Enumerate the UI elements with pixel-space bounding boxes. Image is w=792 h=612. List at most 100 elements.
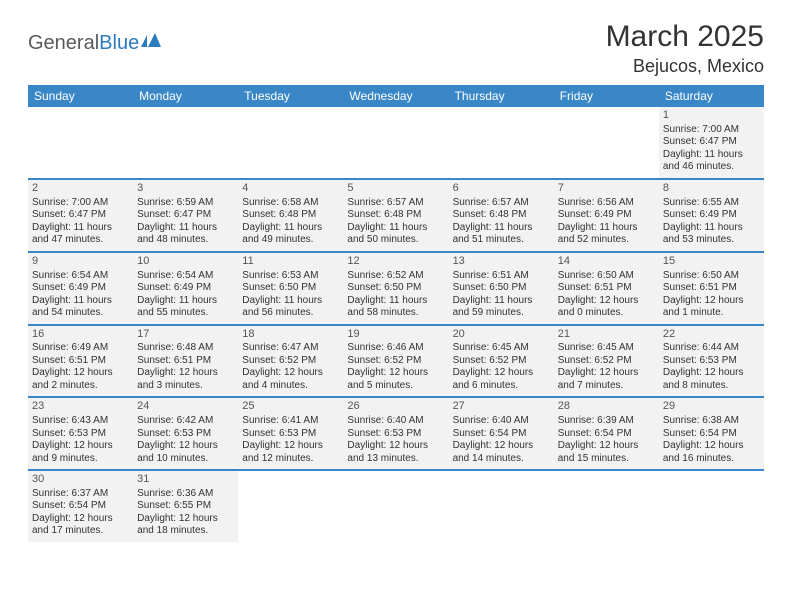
sunrise-line: Sunrise: 6:37 AM	[32, 488, 129, 501]
sunrise-line: Sunrise: 6:58 AM	[242, 197, 339, 210]
day-cell: 15Sunrise: 6:50 AMSunset: 6:51 PMDayligh…	[659, 252, 764, 325]
day-cell	[659, 470, 764, 542]
day-number: 28	[558, 400, 655, 414]
sunset-line: Sunset: 6:51 PM	[32, 355, 129, 368]
dow-saturday: Saturday	[659, 85, 764, 107]
dow-thursday: Thursday	[449, 85, 554, 107]
flag-icon	[141, 33, 163, 54]
sunrise-line: Sunrise: 6:54 AM	[137, 270, 234, 283]
daylight-line: Daylight: 11 hours and 46 minutes.	[663, 149, 760, 174]
day-cell: 8Sunrise: 6:55 AMSunset: 6:49 PMDaylight…	[659, 179, 764, 252]
daylight-line: Daylight: 11 hours and 49 minutes.	[242, 222, 339, 247]
day-cell: 18Sunrise: 6:47 AMSunset: 6:52 PMDayligh…	[238, 325, 343, 398]
dow-wednesday: Wednesday	[343, 85, 448, 107]
day-cell: 21Sunrise: 6:45 AMSunset: 6:52 PMDayligh…	[554, 325, 659, 398]
day-cell: 19Sunrise: 6:46 AMSunset: 6:52 PMDayligh…	[343, 325, 448, 398]
sunset-line: Sunset: 6:54 PM	[32, 500, 129, 513]
day-number: 31	[137, 473, 234, 487]
title-block: March 2025 Bejucos, Mexico	[606, 20, 764, 77]
day-cell: 28Sunrise: 6:39 AMSunset: 6:54 PMDayligh…	[554, 397, 659, 470]
day-cell: 1Sunrise: 7:00 AMSunset: 6:47 PMDaylight…	[659, 107, 764, 179]
daylight-line: Daylight: 11 hours and 47 minutes.	[32, 222, 129, 247]
sunset-line: Sunset: 6:48 PM	[453, 209, 550, 222]
dow-friday: Friday	[554, 85, 659, 107]
sunrise-line: Sunrise: 6:48 AM	[137, 342, 234, 355]
daylight-line: Daylight: 11 hours and 51 minutes.	[453, 222, 550, 247]
daylight-line: Daylight: 12 hours and 0 minutes.	[558, 295, 655, 320]
daylight-line: Daylight: 12 hours and 5 minutes.	[347, 367, 444, 392]
daylight-line: Daylight: 12 hours and 6 minutes.	[453, 367, 550, 392]
daylight-line: Daylight: 11 hours and 52 minutes.	[558, 222, 655, 247]
day-cell: 14Sunrise: 6:50 AMSunset: 6:51 PMDayligh…	[554, 252, 659, 325]
sunrise-line: Sunrise: 7:00 AM	[32, 197, 129, 210]
sunrise-line: Sunrise: 6:57 AM	[453, 197, 550, 210]
daylight-line: Daylight: 11 hours and 50 minutes.	[347, 222, 444, 247]
week-row: 2Sunrise: 7:00 AMSunset: 6:47 PMDaylight…	[28, 179, 764, 252]
calendar-body: 1Sunrise: 7:00 AMSunset: 6:47 PMDaylight…	[28, 107, 764, 542]
sunset-line: Sunset: 6:51 PM	[137, 355, 234, 368]
sunset-line: Sunset: 6:50 PM	[347, 282, 444, 295]
day-cell	[133, 107, 238, 179]
sunset-line: Sunset: 6:49 PM	[558, 209, 655, 222]
calendar-table: Sunday Monday Tuesday Wednesday Thursday…	[28, 85, 764, 542]
day-number: 14	[558, 255, 655, 269]
day-cell: 6Sunrise: 6:57 AMSunset: 6:48 PMDaylight…	[449, 179, 554, 252]
day-number: 19	[347, 328, 444, 342]
daylight-line: Daylight: 12 hours and 17 minutes.	[32, 513, 129, 538]
day-cell	[554, 107, 659, 179]
daylight-line: Daylight: 12 hours and 14 minutes.	[453, 440, 550, 465]
day-cell	[554, 470, 659, 542]
day-number: 16	[32, 328, 129, 342]
day-cell: 31Sunrise: 6:36 AMSunset: 6:55 PMDayligh…	[133, 470, 238, 542]
day-number: 6	[453, 182, 550, 196]
day-number: 2	[32, 182, 129, 196]
sunrise-line: Sunrise: 6:50 AM	[663, 270, 760, 283]
day-number: 10	[137, 255, 234, 269]
sunrise-line: Sunrise: 6:43 AM	[32, 415, 129, 428]
sunrise-line: Sunrise: 6:53 AM	[242, 270, 339, 283]
day-number: 21	[558, 328, 655, 342]
sunset-line: Sunset: 6:47 PM	[32, 209, 129, 222]
day-number: 3	[137, 182, 234, 196]
day-cell: 29Sunrise: 6:38 AMSunset: 6:54 PMDayligh…	[659, 397, 764, 470]
sunrise-line: Sunrise: 6:45 AM	[558, 342, 655, 355]
sunset-line: Sunset: 6:53 PM	[663, 355, 760, 368]
sunrise-line: Sunrise: 6:49 AM	[32, 342, 129, 355]
day-cell: 2Sunrise: 7:00 AMSunset: 6:47 PMDaylight…	[28, 179, 133, 252]
day-number: 30	[32, 473, 129, 487]
day-cell	[238, 107, 343, 179]
sunrise-line: Sunrise: 6:36 AM	[137, 488, 234, 501]
dow-monday: Monday	[133, 85, 238, 107]
day-cell: 5Sunrise: 6:57 AMSunset: 6:48 PMDaylight…	[343, 179, 448, 252]
day-number: 12	[347, 255, 444, 269]
day-cell: 11Sunrise: 6:53 AMSunset: 6:50 PMDayligh…	[238, 252, 343, 325]
day-cell: 20Sunrise: 6:45 AMSunset: 6:52 PMDayligh…	[449, 325, 554, 398]
sunset-line: Sunset: 6:48 PM	[242, 209, 339, 222]
day-cell: 22Sunrise: 6:44 AMSunset: 6:53 PMDayligh…	[659, 325, 764, 398]
sunset-line: Sunset: 6:49 PM	[32, 282, 129, 295]
sunset-line: Sunset: 6:54 PM	[453, 428, 550, 441]
sunrise-line: Sunrise: 6:40 AM	[347, 415, 444, 428]
sunset-line: Sunset: 6:50 PM	[242, 282, 339, 295]
week-row: 30Sunrise: 6:37 AMSunset: 6:54 PMDayligh…	[28, 470, 764, 542]
day-cell: 24Sunrise: 6:42 AMSunset: 6:53 PMDayligh…	[133, 397, 238, 470]
day-number: 17	[137, 328, 234, 342]
day-cell	[449, 470, 554, 542]
day-cell: 7Sunrise: 6:56 AMSunset: 6:49 PMDaylight…	[554, 179, 659, 252]
daylight-line: Daylight: 12 hours and 13 minutes.	[347, 440, 444, 465]
sunrise-line: Sunrise: 6:59 AM	[137, 197, 234, 210]
day-cell: 27Sunrise: 6:40 AMSunset: 6:54 PMDayligh…	[449, 397, 554, 470]
daylight-line: Daylight: 11 hours and 55 minutes.	[137, 295, 234, 320]
sunrise-line: Sunrise: 6:54 AM	[32, 270, 129, 283]
sunset-line: Sunset: 6:53 PM	[32, 428, 129, 441]
sunset-line: Sunset: 6:53 PM	[242, 428, 339, 441]
day-number: 23	[32, 400, 129, 414]
sunset-line: Sunset: 6:53 PM	[137, 428, 234, 441]
sunrise-line: Sunrise: 6:38 AM	[663, 415, 760, 428]
sunset-line: Sunset: 6:54 PM	[558, 428, 655, 441]
daylight-line: Daylight: 11 hours and 56 minutes.	[242, 295, 339, 320]
day-number: 18	[242, 328, 339, 342]
day-number: 1	[663, 109, 760, 123]
sunset-line: Sunset: 6:53 PM	[347, 428, 444, 441]
daylight-line: Daylight: 12 hours and 4 minutes.	[242, 367, 339, 392]
